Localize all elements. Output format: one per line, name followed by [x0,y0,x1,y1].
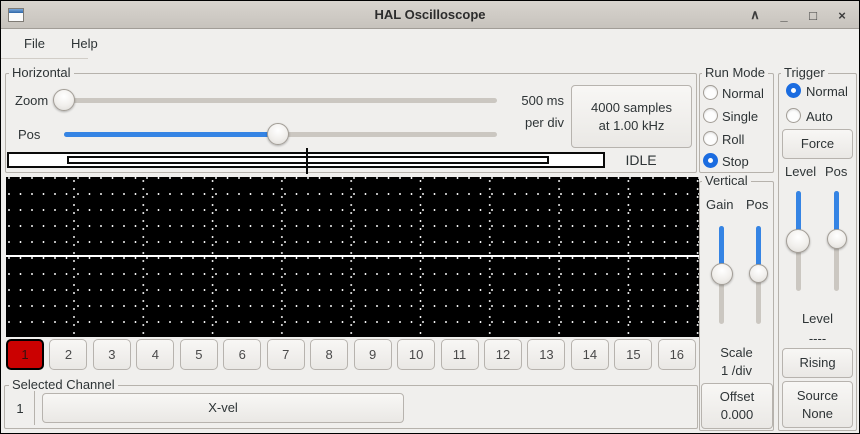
gain-slider-label: Gain [706,197,734,212]
gain-slider-fill [719,226,724,274]
trigger-level-readout-label: Level [801,311,834,326]
channel-button-3[interactable]: 3 [92,339,131,370]
channel-button-11[interactable]: 11 [440,339,479,370]
channel-button-9[interactable]: 9 [353,339,392,370]
channel-button-8[interactable]: 8 [310,339,349,370]
channel-button-2[interactable]: 2 [49,339,88,370]
offset-value: 0.000 [720,407,754,422]
run-mode-radio-roll[interactable] [703,131,718,146]
trigger-position-marker [306,148,308,174]
trigger-source-caption: Source [796,387,839,403]
trigger-edge-label: Rising [799,355,836,370]
vertical-pos-slider-handle[interactable] [749,264,768,283]
per-div-value: 500 ms [521,93,564,108]
selected-channel-number: 1 [16,401,24,416]
scale-value: 1 /div [720,363,753,378]
vertical-pos-slider-fill [756,226,761,273]
record-window-indicator [67,156,549,164]
vertical-group-label: Vertical [702,173,751,188]
channel-button-1[interactable]: 1 [6,339,44,370]
run-mode-label-single[interactable]: Single [722,109,759,124]
run-mode-group-label: Run Mode [702,65,768,80]
minimize-icon[interactable]: _ [780,7,788,23]
channel-button-6[interactable]: 6 [223,339,262,370]
per-div-caption: per div [524,115,564,130]
horizontal-group-label: Horizontal [9,65,74,80]
h-pos-slider-handle[interactable] [267,123,289,145]
channel-button-14[interactable]: 14 [570,339,609,370]
channel-source-button[interactable]: X-vel [42,393,404,423]
trigger-group-label: Trigger [781,65,828,80]
trigger-edge-button[interactable]: Rising [782,348,853,378]
channel-button-10[interactable]: 10 [397,339,436,370]
selected-channel-group-label: Selected Channel [9,377,118,392]
trigger-level-slider-handle[interactable] [786,229,810,253]
channel-button-7[interactable]: 7 [266,339,305,370]
capture-status: IDLE [625,152,657,168]
channel-button-15[interactable]: 15 [614,339,653,370]
close-icon[interactable]: × [838,7,846,23]
offset-button[interactable]: Offset 0.000 [701,383,773,429]
channel-source-label: X-vel [208,400,238,415]
offset-caption: Offset [719,389,755,404]
samples-count: 4000 samples [591,99,672,115]
scope-display [6,177,699,337]
force-button-label: Force [800,136,835,151]
trigger-radio-normal[interactable] [786,83,801,98]
zoom-slider-label: Zoom [15,93,49,108]
channel-button-16[interactable]: 16 [657,339,696,370]
channel-button-5[interactable]: 5 [179,339,218,370]
zoom-slider-handle[interactable] [53,89,75,111]
title-bar: HAL Oscilloscope ∧ _ □ × [1,1,859,29]
selected-channel-divider [34,391,35,425]
trigger-pos-slider-label: Pos [825,164,848,179]
selected-channel-group [4,385,698,429]
channel-button-13[interactable]: 13 [527,339,566,370]
channel-trace [6,255,699,257]
trigger-source-button[interactable]: Source None [782,381,853,428]
run-mode-label-stop[interactable]: Stop [722,154,749,169]
menubar-divider [1,58,88,59]
vertical-pos-slider-label: Pos [746,197,769,212]
trigger-label-normal[interactable]: Normal [806,84,848,99]
trigger-pos-slider-fill [834,191,839,239]
window-icon [8,8,24,22]
window-title: HAL Oscilloscope [374,7,486,22]
run-mode-radio-stop[interactable] [703,153,718,168]
shade-icon[interactable]: ∧ [750,7,760,22]
pos-slider-label: Pos [18,127,41,142]
channel-button-4[interactable]: 4 [136,339,175,370]
gain-slider-handle[interactable] [711,263,733,285]
h-pos-slider-fill [64,132,278,137]
run-mode-label-roll[interactable]: Roll [722,132,745,147]
trigger-pos-slider-handle[interactable] [827,229,847,249]
window-controls: ∧ _ □ × [748,1,849,29]
horizontal-group [5,73,697,173]
scale-caption: Scale [720,345,753,360]
run-mode-radio-single[interactable] [703,108,718,123]
menu-bar: File Help [1,29,859,58]
menu-help[interactable]: Help [70,36,98,51]
run-mode-radio-normal[interactable] [703,85,718,100]
run-mode-label-normal[interactable]: Normal [722,86,764,101]
channel-button-row: 1 2 3 4 5 6 7 8 9 10 11 12 13 14 15 16 [6,339,696,370]
samples-rate: at 1.00 kHz [598,117,665,133]
channel-button-12[interactable]: 12 [483,339,522,370]
maximize-icon[interactable]: □ [809,7,817,23]
trigger-level-slider-fill [796,191,801,241]
trigger-label-auto[interactable]: Auto [806,109,833,124]
menu-file[interactable]: File [24,36,45,51]
trigger-level-readout-value: ---- [808,331,827,346]
zoom-slider-track[interactable] [56,98,497,103]
samples-rate-button[interactable]: 4000 samples at 1.00 kHz [571,85,692,148]
trigger-source-value: None [801,405,834,421]
force-button[interactable]: Force [782,129,853,159]
trigger-radio-auto[interactable] [786,108,801,123]
trigger-level-slider-label: Level [785,164,817,179]
